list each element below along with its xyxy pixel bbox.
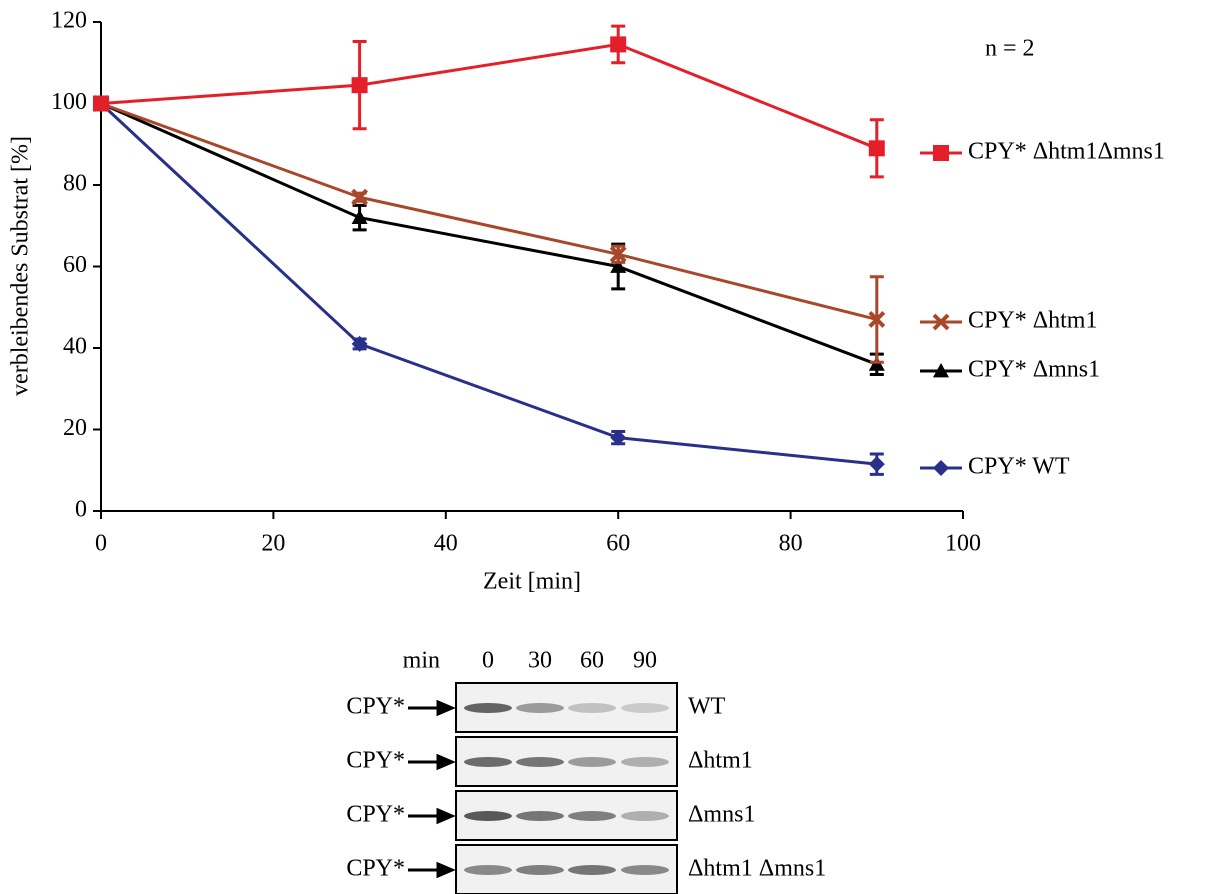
arrow bbox=[408, 864, 452, 876]
blot-band bbox=[621, 703, 669, 713]
legend-label: CPY* Δhtm1 bbox=[968, 308, 1097, 334]
figure: n = 2 Zeit [min] verbleibendes Substrat … bbox=[0, 0, 1225, 894]
marker bbox=[933, 460, 949, 476]
arrow bbox=[408, 756, 452, 768]
lane-label: 60 bbox=[580, 648, 604, 674]
legend-label: CPY* WT bbox=[968, 454, 1070, 480]
strain-label: WT bbox=[688, 694, 726, 720]
y-tick-label: 40 bbox=[63, 334, 87, 360]
x-tick-label: 80 bbox=[779, 531, 803, 557]
y-tick-label: 60 bbox=[63, 252, 87, 278]
blot-band bbox=[464, 811, 512, 821]
blot-band bbox=[464, 703, 512, 713]
blot-header: min bbox=[403, 648, 440, 674]
blot-band bbox=[568, 757, 616, 767]
lane-label: 30 bbox=[528, 648, 552, 674]
blot-band bbox=[464, 865, 512, 875]
legend-label: CPY* Δhtm1Δmns1 bbox=[968, 139, 1165, 165]
x-tick-label: 100 bbox=[945, 531, 981, 557]
blot-band bbox=[621, 811, 669, 821]
blot-band bbox=[621, 757, 669, 767]
x-tick-label: 60 bbox=[606, 531, 630, 557]
arrow bbox=[408, 702, 452, 714]
arrow bbox=[408, 810, 452, 822]
lane-label: 0 bbox=[482, 648, 494, 674]
marker bbox=[869, 140, 885, 156]
y-tick-label: 0 bbox=[75, 497, 87, 523]
blot-band bbox=[464, 757, 512, 767]
blot-band bbox=[568, 703, 616, 713]
x-axis-label: Zeit [min] bbox=[483, 569, 581, 595]
marker bbox=[869, 456, 885, 472]
marker bbox=[352, 77, 368, 93]
blot-band bbox=[568, 865, 616, 875]
marker bbox=[93, 96, 109, 112]
series-line bbox=[101, 104, 877, 465]
x-tick-label: 20 bbox=[261, 531, 285, 557]
y-tick-label: 20 bbox=[63, 415, 87, 441]
blot-band bbox=[516, 811, 564, 821]
marker bbox=[610, 36, 626, 52]
blot-band bbox=[568, 811, 616, 821]
strain-label: Δhtm1 Δmns1 bbox=[688, 856, 826, 882]
y-tick-label: 100 bbox=[51, 89, 87, 115]
y-tick-label: 120 bbox=[51, 8, 87, 34]
strain-label: Δhtm1 bbox=[688, 748, 753, 774]
blot-band bbox=[516, 865, 564, 875]
row-label: CPY* bbox=[346, 802, 405, 828]
series-line bbox=[101, 104, 877, 365]
marker bbox=[352, 210, 368, 224]
lane-label: 90 bbox=[633, 648, 657, 674]
blot-band bbox=[516, 757, 564, 767]
strain-label: Δmns1 bbox=[688, 802, 755, 828]
blot-band bbox=[621, 865, 669, 875]
y-axis-label: verbleibendes Substrat [%] bbox=[8, 136, 34, 396]
x-tick-label: 0 bbox=[95, 531, 107, 557]
marker bbox=[933, 145, 949, 161]
row-label: CPY* bbox=[346, 748, 405, 774]
blot-band bbox=[516, 703, 564, 713]
row-label: CPY* bbox=[346, 694, 405, 720]
y-tick-label: 80 bbox=[63, 171, 87, 197]
legend-label: CPY* Δmns1 bbox=[968, 357, 1100, 383]
annotation: n = 2 bbox=[985, 36, 1035, 62]
row-label: CPY* bbox=[346, 856, 405, 882]
series-line bbox=[101, 44, 877, 148]
x-tick-label: 40 bbox=[434, 531, 458, 557]
